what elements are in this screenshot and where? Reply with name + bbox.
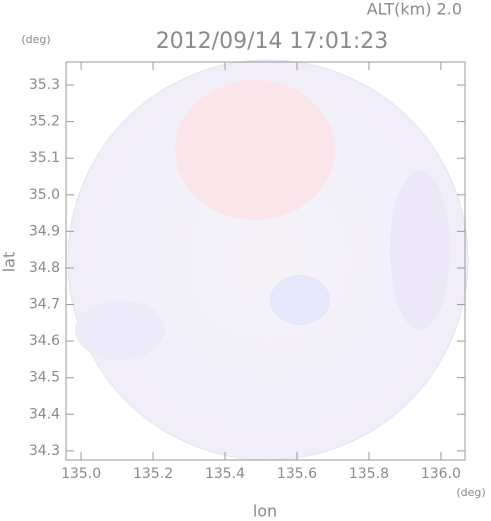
y-tick-label: 34.9 (29, 223, 60, 239)
plot-frame (65, 61, 466, 461)
y-tick-label: 34.3 (29, 443, 60, 459)
x-tick-label: 135.2 (133, 466, 173, 482)
radar-field (67, 59, 469, 461)
x-tick-label: 135.6 (277, 466, 317, 482)
x-tick-label: 135.0 (61, 466, 101, 482)
x-unit: (deg) (456, 486, 485, 499)
y-tick-label: 35.2 (29, 114, 60, 130)
y-tick-label: 34.5 (29, 370, 60, 386)
chart-title: 2012/09/14 17:01:23 (156, 29, 389, 54)
x-tick-label: 135.4 (205, 466, 245, 482)
y-tick-label: 34.6 (29, 333, 60, 349)
x-axis-label: lon (253, 502, 277, 521)
y-tick-label: 34.8 (29, 260, 60, 276)
altitude-label: ALT(km) 2.0 (367, 0, 462, 19)
x-tick-label: 135.8 (349, 466, 389, 482)
y-tick-label: 35.0 (29, 187, 60, 203)
y-axis-label: lat (0, 252, 19, 273)
x-tick-label: 136.0 (421, 466, 461, 482)
y-tick-label: 35.3 (29, 77, 60, 93)
y-tick-label: 34.7 (29, 297, 60, 313)
y-unit: (deg) (21, 33, 50, 46)
y-tick-label: 35.1 (29, 150, 60, 166)
y-tick-label: 34.4 (29, 406, 60, 422)
